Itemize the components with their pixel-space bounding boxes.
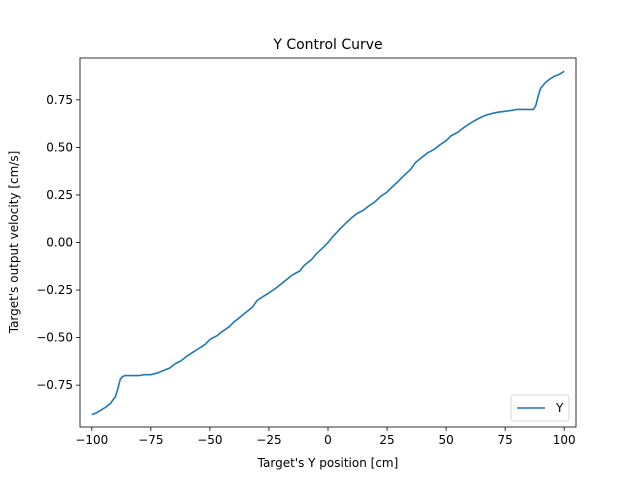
x-tick-label: −75 [138,433,163,447]
series-line-Y [91,70,565,416]
x-tick-label: −100 [75,433,108,447]
y-tick-label: −0.25 [36,283,73,297]
legend: Y [510,394,570,422]
y-tick-label: 0.25 [46,188,73,202]
series-layer [91,70,565,416]
x-tick-label: 25 [379,433,394,447]
ticks-layer: −100 −75 −50 −25 0 25 50 75 100 −0.75 −0.50 −0.25 0.… [36,93,575,447]
x-tick-label: −25 [256,433,281,447]
x-tick-label: 100 [553,433,576,447]
x-tick-label: −50 [197,433,222,447]
x-axis-label: Target's Y position [cm] [257,456,399,470]
y-tick-label: 0.75 [46,93,73,107]
y-tick-label: −0.50 [36,331,73,345]
x-tick-label: 0 [324,433,332,447]
legend-label: Y [555,401,564,415]
y-tick-label: −0.75 [36,378,73,392]
y-tick-label: 0.50 [46,140,73,154]
x-tick-label: 50 [438,433,453,447]
x-tick-label: 75 [498,433,513,447]
chart-title: Y Control Curve [272,37,382,53]
y-tick-label: 0.00 [46,236,73,250]
y-axis-label: Target's output velocity [cm/s] [7,151,21,335]
